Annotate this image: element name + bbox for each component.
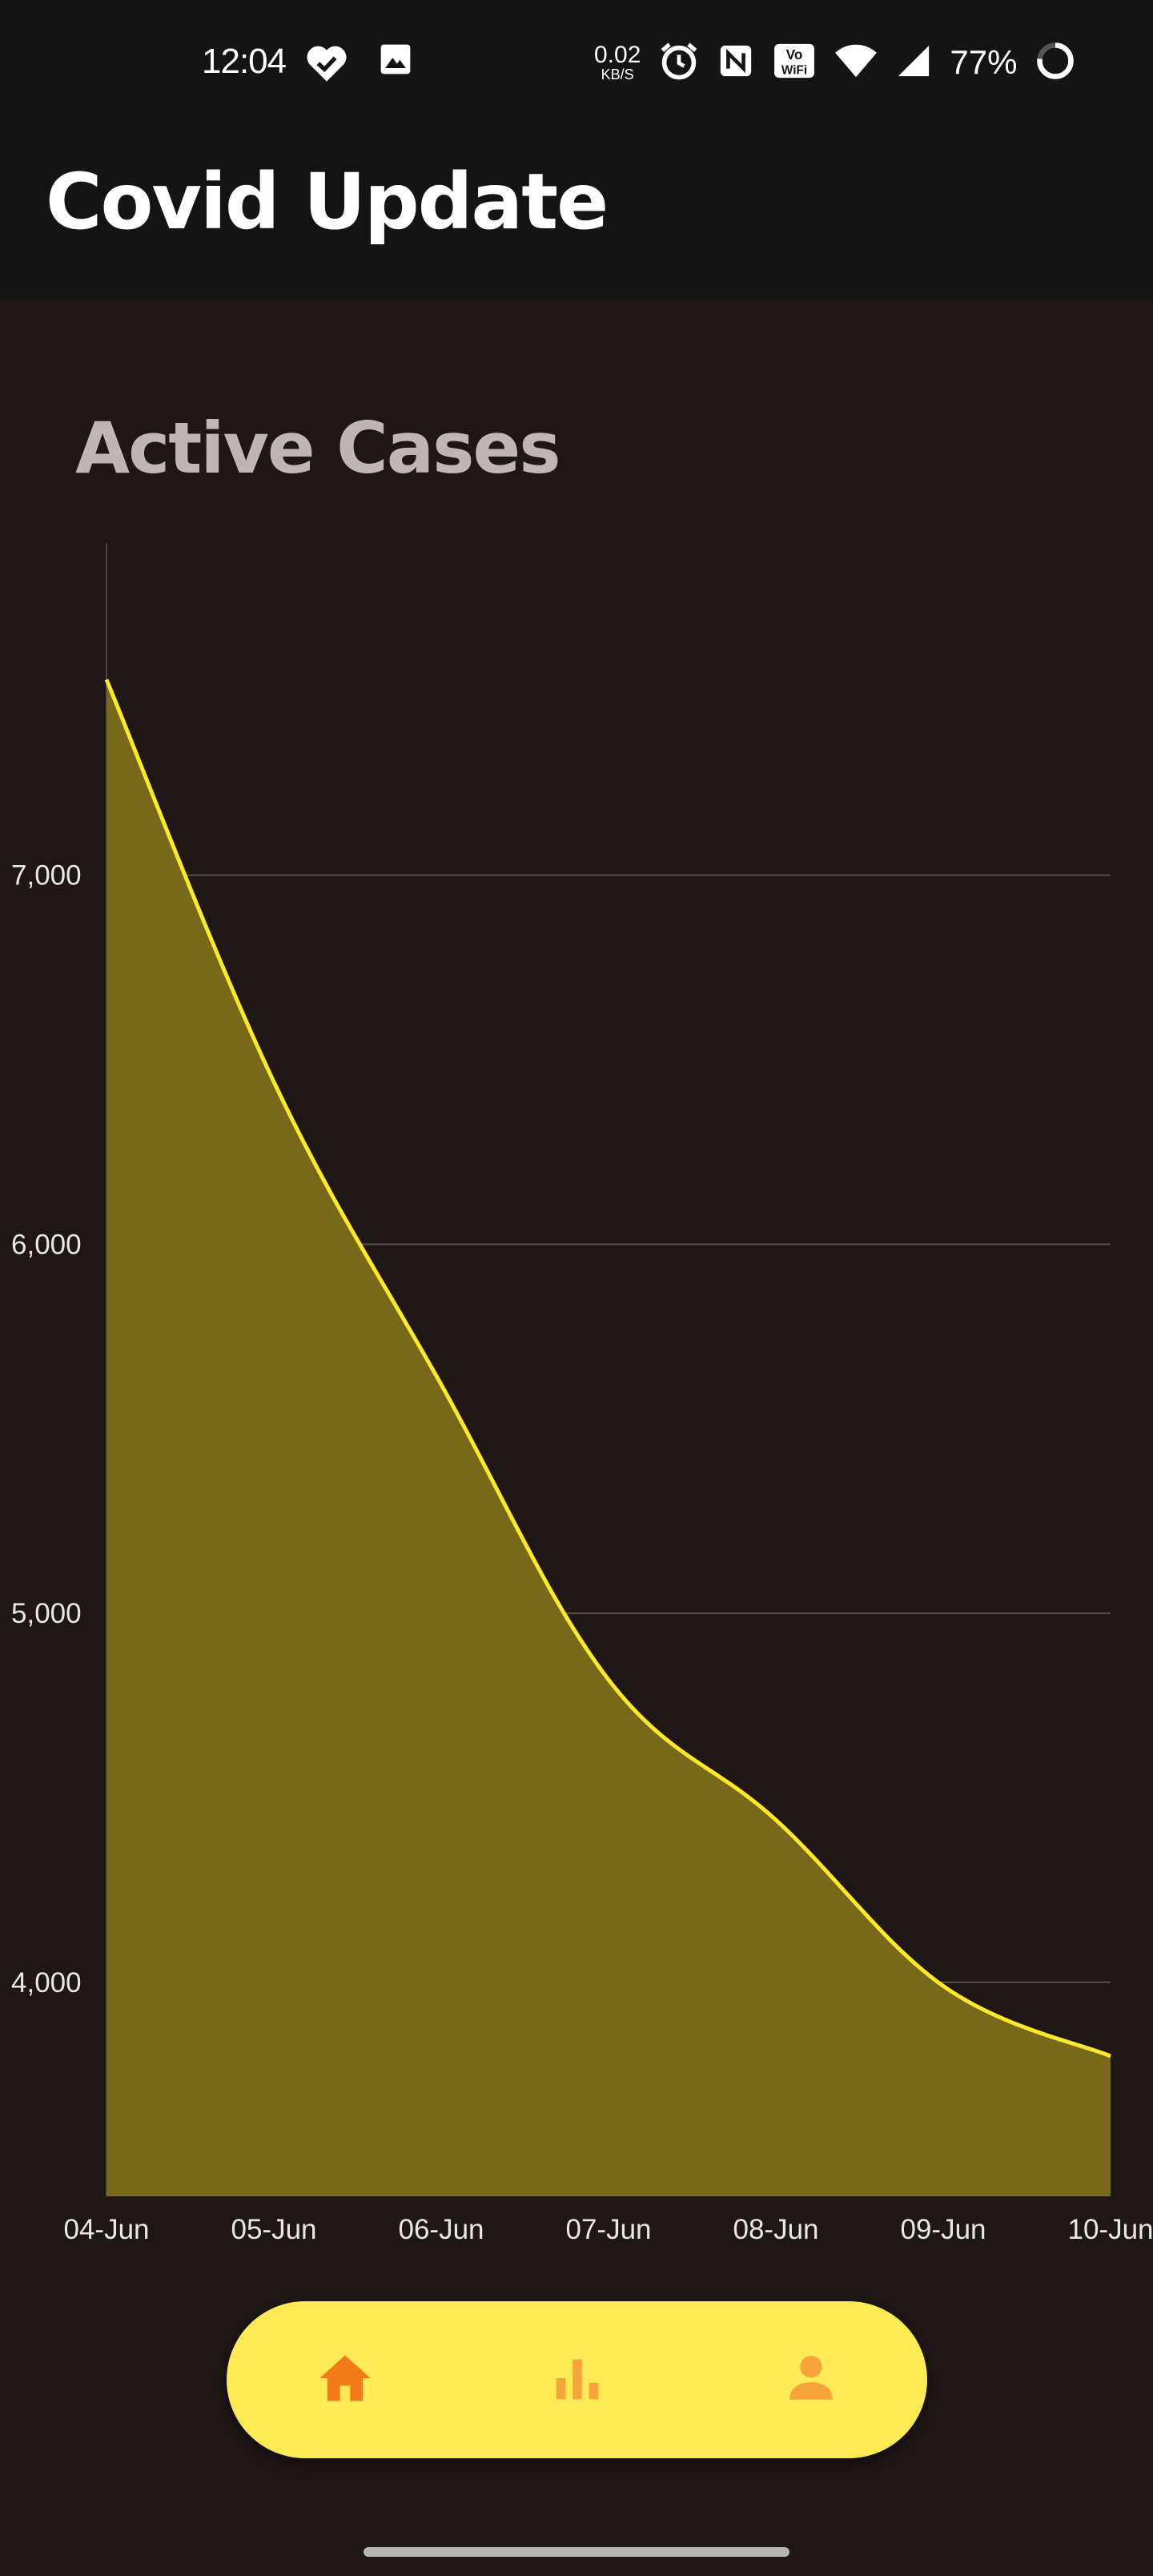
system-status: 0.02 KB/S Vo WiFi — [594, 40, 1076, 85]
heart-check-icon — [303, 42, 351, 87]
nfc-icon — [717, 42, 754, 83]
bottom-nav — [227, 2301, 927, 2458]
status-time: 12:04 — [202, 42, 287, 81]
bar-chart-icon — [549, 2350, 605, 2409]
x-tick-label: 08-Jun — [733, 2214, 818, 2245]
person-icon — [781, 2348, 842, 2412]
active-cases-chart: 7,000 6,000 5,000 4,000 04-Jun 05-Jun 06-Jun 07… — [11, 543, 1153, 2245]
nav-home-button[interactable] — [313, 2348, 377, 2412]
status-bar: 12:04 0.02 KB/S — [0, 0, 1153, 132]
nav-profile-button[interactable] — [779, 2348, 843, 2412]
battery-ring-icon — [1034, 40, 1076, 85]
home-icon — [315, 2348, 376, 2412]
network-speed: 0.02 KB/S — [594, 42, 641, 83]
x-tick-label: 10-Jun — [1067, 2214, 1153, 2245]
chart-title: Active Cases — [75, 407, 561, 489]
battery-percent: 77% — [950, 43, 1018, 81]
series-line — [104, 678, 1111, 2059]
y-tick-label: 6,000 — [11, 1229, 82, 1260]
wifi-icon — [834, 42, 878, 83]
image-icon — [378, 42, 413, 87]
net-speed-unit: KB/S — [601, 66, 634, 83]
nav-stats-button[interactable] — [545, 2348, 609, 2412]
y-tick-label: 7,000 — [11, 860, 82, 892]
x-tick-label: 06-Jun — [398, 2214, 484, 2245]
home-indicator — [364, 2547, 789, 2557]
vowifi-icon: Vo WiFi — [772, 42, 817, 83]
cell-signal-icon — [895, 42, 932, 83]
alarm-icon — [658, 40, 700, 85]
app-header: Covid Update — [0, 132, 1153, 299]
x-tick-label: 05-Jun — [231, 2214, 316, 2245]
x-tick-label: 07-Jun — [565, 2214, 651, 2245]
svg-text:Vo: Vo — [786, 46, 803, 62]
x-tick-label: 04-Jun — [63, 2214, 149, 2245]
svg-text:WiFi: WiFi — [781, 63, 807, 77]
y-tick-label: 4,000 — [11, 1967, 82, 1998]
notification-icons — [303, 42, 413, 87]
area-fill — [106, 679, 1111, 2196]
page-title: Covid Update — [46, 157, 609, 247]
net-speed-value: 0.02 — [594, 42, 641, 68]
x-tick-label: 09-Jun — [900, 2214, 986, 2245]
y-tick-label: 5,000 — [11, 1598, 82, 1629]
